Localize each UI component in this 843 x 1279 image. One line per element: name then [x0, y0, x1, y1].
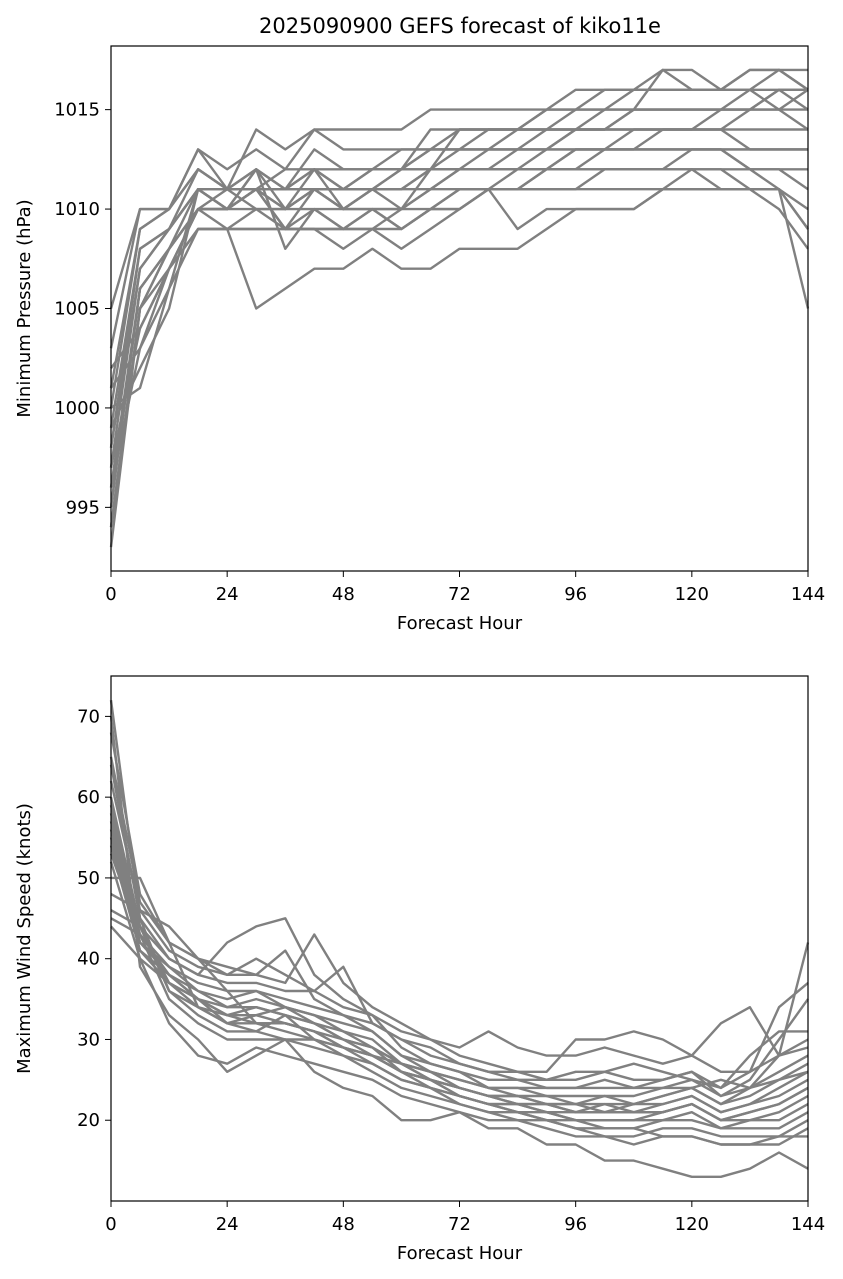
wind-ytick-label: 40: [77, 949, 100, 970]
pressure-ytick-label: 1000: [54, 398, 100, 419]
pressure-xtick-label: 96: [564, 584, 587, 605]
wind-series-m02: [109, 732, 810, 1074]
pressure-series-m20: [109, 88, 809, 528]
pressure-xlabel: Forecast Hour: [397, 613, 523, 634]
pressure-axes-frame: [110, 45, 809, 572]
wind-series-m15: [110, 917, 809, 1138]
pressure-ytick-label: 1015: [54, 100, 100, 121]
wind-ytick-label: 60: [77, 787, 100, 808]
figure-title: 2025090900 GEFS forecast of kiko11e: [259, 14, 661, 38]
pressure-series-m18: [109, 148, 808, 488]
pressure-xtick-label: 72: [448, 584, 471, 605]
pressure-panel: 0 24 48 72 96 120 144 995 1000 1005 1010 1015 Foreca…: [14, 45, 825, 634]
pressure-ytick-label: 1005: [54, 299, 100, 320]
wind-ytick-label: 30: [77, 1029, 100, 1050]
wind-series-m19: [109, 804, 808, 1146]
wind-series-m17: [109, 716, 809, 1179]
pressure-series-m07: [109, 148, 808, 448]
pressure-xtick-label: 120: [675, 584, 709, 605]
wind-series-m05: [109, 796, 809, 1098]
wind-xtick-label: 144: [791, 1214, 825, 1235]
wind-xtick-label: 72: [448, 1214, 471, 1235]
pressure-series-m04: [109, 108, 808, 409]
wind-xtick-label: 0: [105, 1214, 116, 1235]
pressure-xtick-label: 48: [332, 584, 355, 605]
pressure-series-group: [109, 68, 810, 548]
pressure-series-m19: [109, 88, 809, 508]
wind-xtick-label: 48: [332, 1214, 355, 1235]
pressure-xtick-label: 0: [105, 584, 116, 605]
pressure-ylabel: Minimum Pressure (hPa): [14, 199, 35, 417]
pressure-series-m08: [109, 168, 809, 468]
wind-series-group: [109, 700, 810, 1179]
pressure-xtick-label: 24: [216, 584, 239, 605]
wind-xtick-label: 96: [564, 1214, 587, 1235]
pressure-series-m09: [109, 168, 809, 488]
wind-series-m20: [109, 853, 809, 1122]
wind-ylabel: Maximum Wind Speed (knots): [14, 803, 35, 1074]
pressure-series-m17: [109, 148, 808, 468]
pressure-ytick-label: 1010: [54, 199, 100, 220]
pressure-ytick-label: 995: [66, 497, 100, 518]
pressure-series-m13: [110, 187, 809, 369]
wind-panel: 0 24 48 72 96 120 144 20 30 40 50 60 70 Forecast Hour…: [14, 675, 825, 1264]
wind-series-m03: [109, 756, 808, 1090]
pressure-xtick-label: 144: [791, 584, 825, 605]
pressure-series-m11: [109, 88, 809, 528]
wind-ytick-label: 50: [77, 868, 100, 889]
wind-ytick-label: 20: [77, 1110, 100, 1131]
wind-xtick-label: 24: [216, 1214, 239, 1235]
wind-xtick-label: 120: [675, 1214, 709, 1235]
wind-xlabel: Forecast Hour: [397, 1243, 523, 1264]
pressure-series-m06: [109, 88, 808, 448]
wind-ytick-label: 70: [77, 706, 100, 727]
